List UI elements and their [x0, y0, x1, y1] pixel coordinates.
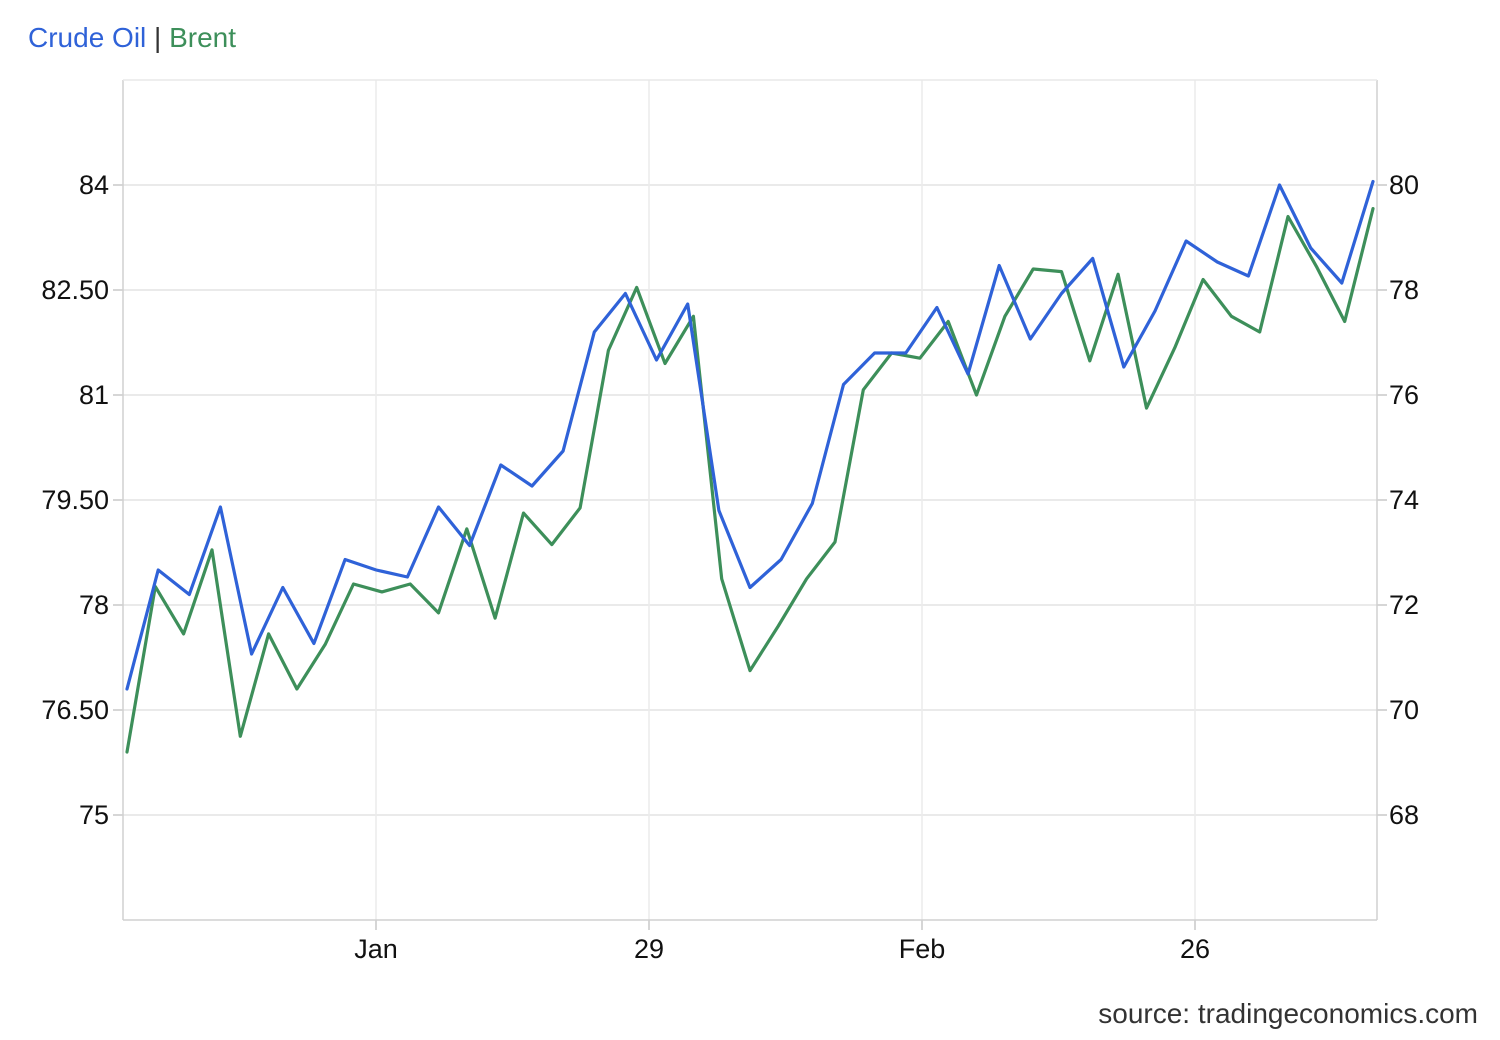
- x-tick-label: Jan: [354, 934, 398, 964]
- right-tick-label: 74: [1389, 485, 1419, 515]
- right-tick-label: 76: [1389, 380, 1419, 410]
- left-tick-label: 81: [79, 380, 109, 410]
- right-tick-label: 72: [1389, 590, 1419, 620]
- series-line-brent[interactable]: [125, 207, 1375, 754]
- left-tick-label: 79.50: [41, 485, 109, 515]
- legend-separator: |: [154, 22, 162, 53]
- axes: [113, 79, 1387, 930]
- source-attribution[interactable]: source: tradingeconomics.com: [1098, 998, 1478, 1029]
- left-tick-label: 84: [79, 170, 109, 200]
- right-axis-ticks: 68 70 72 74 76 78 80: [1389, 170, 1419, 830]
- series-line-crude-oil[interactable]: [125, 179, 1375, 691]
- right-tick-label: 68: [1389, 800, 1419, 830]
- left-tick-label: 75: [79, 800, 109, 830]
- x-tick-label: Feb: [899, 934, 946, 964]
- x-axis-ticks: Jan 29 Feb 26: [354, 934, 1210, 964]
- left-tick-label: 76.50: [41, 695, 109, 725]
- left-tick-label: 78: [79, 590, 109, 620]
- x-tick-label: 29: [634, 934, 664, 964]
- grid-lines: [123, 80, 1377, 920]
- right-tick-label: 80: [1389, 170, 1419, 200]
- legend-crude-oil[interactable]: Crude Oil: [28, 22, 147, 53]
- legend: Crude Oil | Brent: [28, 22, 236, 54]
- right-tick-label: 78: [1389, 275, 1419, 305]
- legend-brent[interactable]: Brent: [169, 22, 237, 53]
- left-axis-ticks: 75 76.50 78 79.50 81 82.50 84: [41, 170, 109, 830]
- series-lines: [125, 179, 1375, 754]
- right-tick-label: 70: [1389, 695, 1419, 725]
- left-tick-label: 82.50: [41, 275, 109, 305]
- x-tick-label: 26: [1180, 934, 1210, 964]
